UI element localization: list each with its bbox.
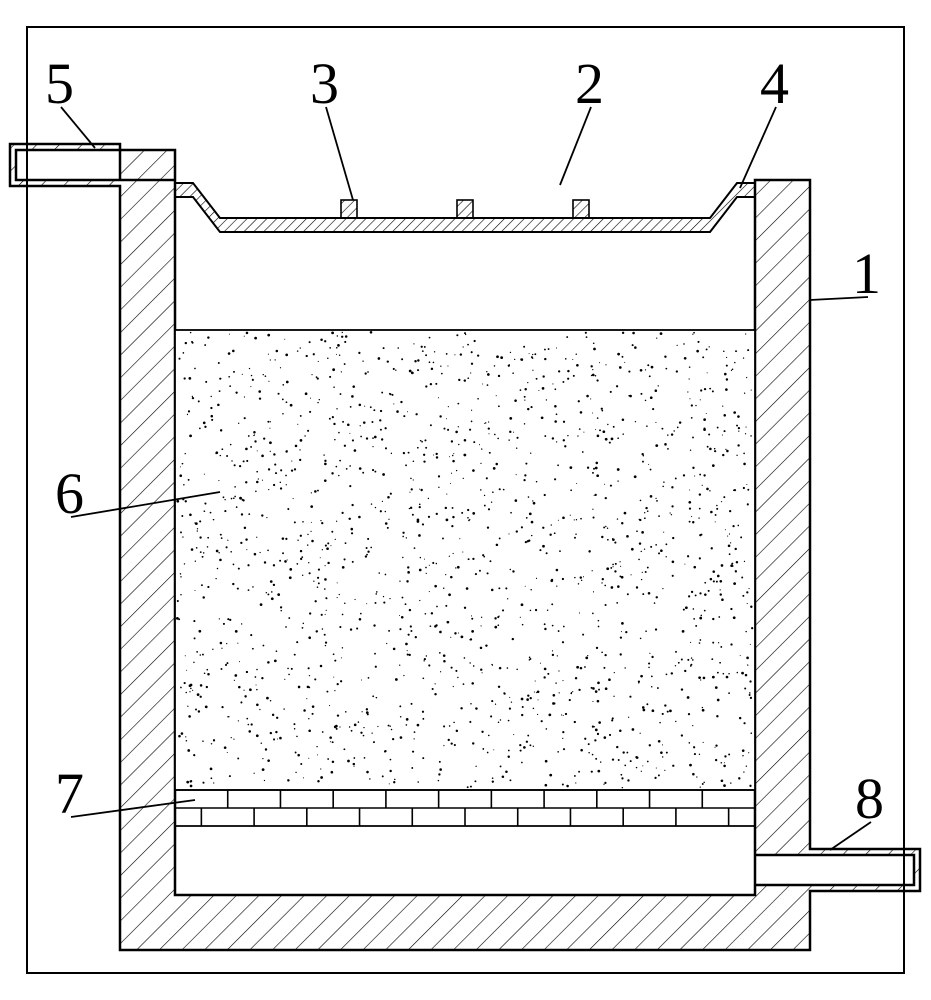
callout-4: 4 xyxy=(760,55,789,113)
callout-5: 5 xyxy=(45,55,74,113)
callout-2: 2 xyxy=(575,55,604,113)
diagram-svg xyxy=(0,0,931,1000)
callout-8: 8 xyxy=(855,770,884,828)
callout-6: 6 xyxy=(55,465,84,523)
callout-3: 3 xyxy=(310,55,339,113)
callout-1: 1 xyxy=(852,245,881,303)
callout-7: 7 xyxy=(55,765,84,823)
diagram-canvas: 1 2 3 4 5 6 7 8 xyxy=(0,0,931,1000)
